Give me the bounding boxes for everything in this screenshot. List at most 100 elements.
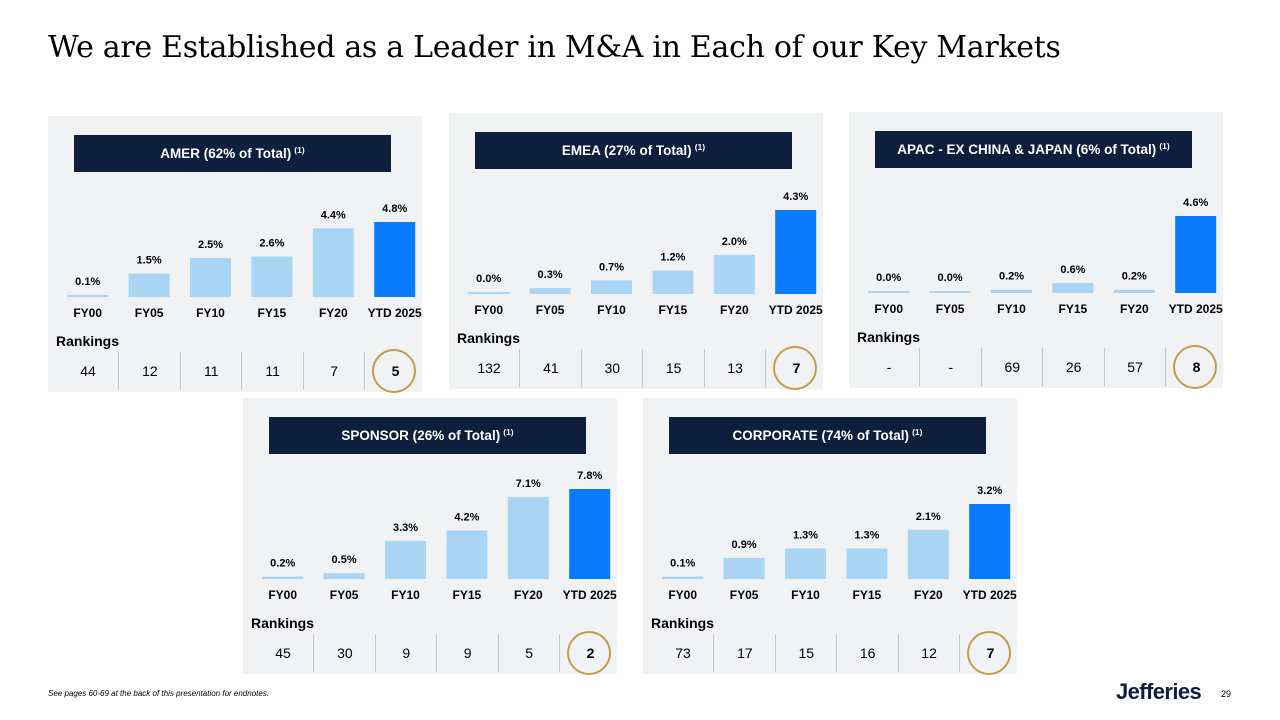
footnote-marker: (1): [294, 144, 305, 155]
data-label: 2.6%: [259, 237, 284, 249]
category-label: FY20: [914, 588, 943, 602]
data-label: 0.0%: [938, 272, 963, 284]
category-label: FY20: [319, 306, 348, 320]
panel-title: AMER (62% of Total): [160, 146, 292, 161]
bar-fy10: [991, 289, 1032, 293]
panel-header: AMER (62% of Total) (1): [74, 135, 391, 172]
bar-fy05: [723, 557, 765, 579]
bar-chart: 0.1% FY00 1.5% FY05 2.5% FY10 2.6% FY15 4.4% FY20…: [67, 203, 422, 320]
panel-title: CORPORATE (74% of Total): [732, 428, 910, 443]
panel-amer: AMER (62% of Total) (1) 0.1% FY00 1.5% FY05 2…: [48, 116, 422, 393]
data-label: 0.0%: [876, 272, 901, 284]
data-label: 1.2%: [660, 252, 685, 264]
ranking-value: 17: [713, 634, 775, 672]
data-label: 0.2%: [1122, 271, 1147, 283]
highlight-circle: [567, 631, 611, 675]
ranking-value: 45: [275, 645, 291, 661]
bar-fy00: [262, 576, 304, 579]
ranking-highlight-value: 7: [792, 360, 801, 376]
rankings-row: 45 30 9 9 5 2: [243, 631, 617, 675]
category-label: YTD 2025: [963, 588, 1017, 602]
bar-chart: 0.2% FY00 0.5% FY05 3.3% FY10 4.2% FY15 7.1% FY20…: [262, 470, 617, 602]
panel-header: EMEA (27% of Total) (1): [475, 132, 792, 169]
bar-chart: 0.0% FY00 0.3% FY05 0.7% FY10 1.2% FY15 2.0% FY20…: [468, 191, 823, 317]
ranking-highlight-value: 5: [391, 363, 400, 379]
ranking-highlight: 7: [959, 631, 1021, 675]
category-label: FY20: [1120, 302, 1149, 316]
bar-fy10: [785, 548, 826, 579]
category-label: FY10: [597, 303, 626, 317]
data-label: 0.7%: [599, 261, 624, 273]
category-label: FY10: [196, 306, 225, 320]
data-label: 2.0%: [722, 236, 747, 248]
category-label: FY00: [668, 588, 697, 602]
ranking-value: -: [919, 348, 981, 386]
bar-ytd-2025: [969, 504, 1011, 579]
data-label: 0.2%: [999, 271, 1024, 283]
page-number: 29: [1221, 689, 1232, 699]
data-label: 0.2%: [270, 558, 295, 570]
data-label: 4.6%: [1183, 197, 1208, 209]
category-label: FY00: [474, 303, 503, 317]
data-label: 0.9%: [732, 539, 757, 551]
data-label: 3.2%: [977, 485, 1002, 497]
bar-fy10: [591, 280, 632, 294]
rankings-row: - -69 26 57 8: [849, 345, 1223, 389]
category-label: FY15: [853, 588, 882, 602]
data-label: 0.0%: [476, 273, 501, 285]
category-label: YTD 2025: [769, 303, 823, 317]
highlight-circle: [1173, 345, 1217, 389]
ranking-highlight-value: 2: [586, 645, 595, 661]
category-label: YTD 2025: [563, 588, 617, 602]
ranking-value: 12: [118, 352, 180, 390]
category-label: FY10: [997, 302, 1026, 316]
footnote-marker: (1): [1159, 140, 1170, 151]
bar-chart: 0.1% FY00 0.9% FY05 1.3% FY10 1.3% FY15 2.1% FY20…: [662, 485, 1017, 602]
ranking-highlight: 8: [1165, 345, 1227, 389]
highlight-circle: [773, 346, 817, 390]
ranking-highlight-value: 7: [986, 645, 995, 661]
bar-fy10: [385, 540, 426, 579]
bar-fy20: [312, 228, 354, 298]
ranking-value: 7: [302, 352, 365, 390]
data-label: 7.8%: [577, 470, 602, 482]
category-label: FY15: [1059, 302, 1088, 316]
ranking-value: 11: [241, 352, 303, 390]
data-label: 1.3%: [854, 530, 879, 542]
panel-apac: APAC - EX CHINA & JAPAN (6% of Total) (1)…: [849, 112, 1223, 389]
panel-title: APAC - EX CHINA & JAPAN (6% of Total): [897, 142, 1157, 157]
data-label: 1.5%: [137, 255, 162, 267]
ranking-value: 5: [497, 634, 560, 672]
category-label: FY20: [514, 588, 543, 602]
ranking-value: 69: [980, 348, 1043, 386]
bar-fy20: [1113, 289, 1155, 293]
category-label: FY20: [720, 303, 749, 317]
data-label: 1.3%: [793, 530, 818, 542]
bar-fy10: [190, 257, 231, 297]
data-label: 4.2%: [454, 512, 479, 524]
category-label: YTD 2025: [368, 306, 422, 320]
ranking-value: 13: [703, 349, 766, 387]
panel-header: APAC - EX CHINA & JAPAN (6% of Total) (1): [875, 131, 1192, 168]
category-label: FY00: [73, 306, 102, 320]
bar-fy05: [929, 291, 971, 293]
data-label: 0.5%: [332, 554, 357, 566]
highlight-circle: [967, 631, 1011, 675]
ranking-value: 44: [80, 363, 96, 379]
category-label: FY15: [453, 588, 482, 602]
ranking-value: 132: [477, 360, 501, 376]
data-label: 3.3%: [393, 522, 418, 534]
bar-fy15: [1052, 283, 1094, 293]
bar-ytd-2025: [374, 222, 416, 297]
ranking-value: 9: [374, 634, 437, 672]
ranking-value: 30: [313, 634, 375, 672]
ranking-highlight: 2: [559, 631, 621, 675]
data-label: 0.6%: [1060, 264, 1085, 276]
bar-fy05: [128, 273, 170, 297]
data-label: 4.3%: [783, 191, 808, 203]
bar-fy15: [251, 256, 293, 297]
bar-fy20: [507, 497, 549, 579]
category-label: FY15: [659, 303, 688, 317]
category-label: FY00: [268, 588, 297, 602]
data-label: 0.3%: [538, 269, 563, 281]
